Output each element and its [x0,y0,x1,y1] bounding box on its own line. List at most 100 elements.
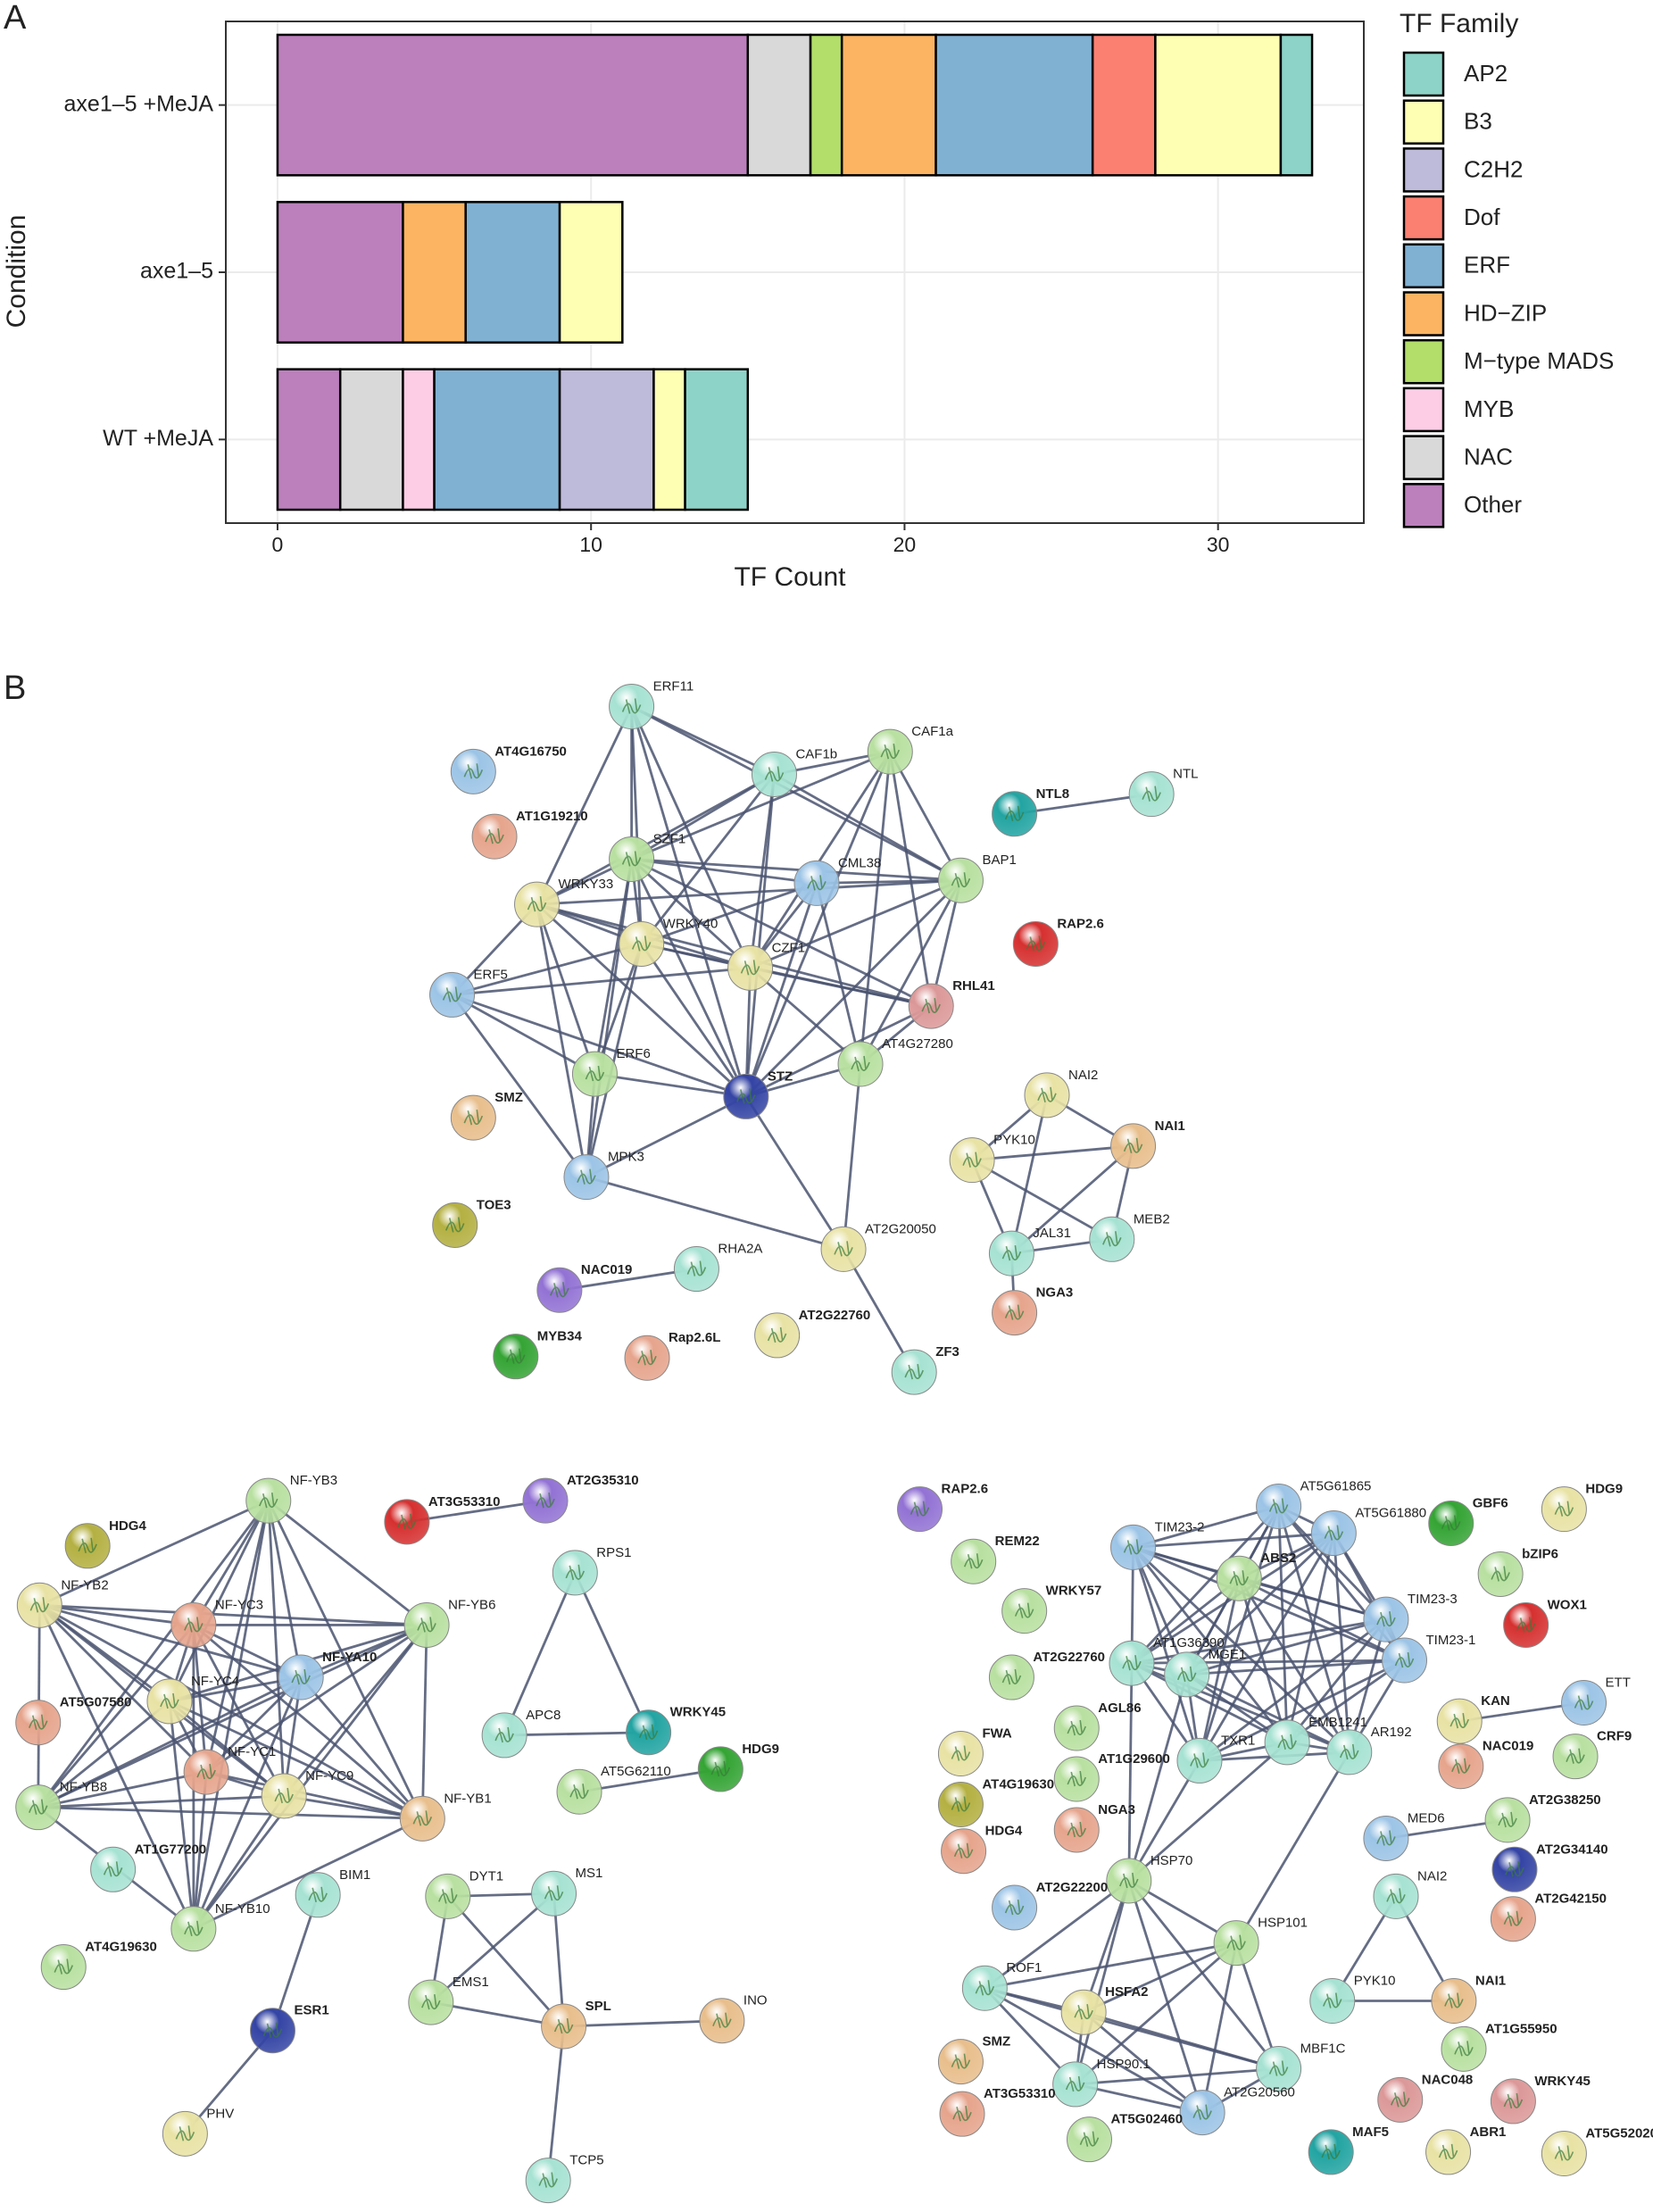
bar-segment [652,368,686,511]
network-edge [745,1004,932,1098]
network-edge [205,1770,423,1820]
y-tick-label: WT +MeJA [103,426,213,451]
network-edge [1127,1663,1134,1881]
legend-swatch [1402,51,1445,97]
node-label: AT3G53310 [984,2086,1056,2101]
node-structure [975,1980,995,1996]
node-structure [1004,805,1025,822]
node-label: MGE1 [1209,1647,1247,1662]
bar-segment [746,33,812,177]
node-label: RPS1 [596,1545,631,1560]
node-label: MED6 [1408,1810,1445,1825]
network-edge [38,1604,208,1774]
legend-swatch [1402,147,1445,193]
node-structure [463,763,484,779]
node-structure [1503,1910,1524,1926]
node-structure [1192,2104,1212,2120]
network-edge [37,1624,195,1809]
legend-label: B3 [1464,108,1492,135]
node-structure [963,1553,984,1569]
bar-segment [402,368,436,511]
node-label: TOE3 [477,1197,511,1212]
network-edge [842,1063,862,1250]
network-edge [749,751,892,969]
node-structure [1340,1743,1359,1760]
node-label: AT2G20050 [865,1221,936,1236]
network-edge [1234,1751,1350,1944]
network-edge [37,1500,270,1809]
network-edge [594,943,643,1075]
node-structure [585,1065,605,1082]
network-edge [631,750,891,861]
y-tick-label: axe1–5 [140,259,213,284]
node-structure [527,896,547,912]
node-label: CRF9 [1597,1729,1632,1744]
legend-label: C2H2 [1464,155,1523,182]
network-edge [744,1095,845,1251]
node-structure [1498,1811,1517,1828]
node-structure [1516,1617,1536,1633]
node-label: MPK3 [608,1150,644,1165]
network-edge [300,1676,424,1820]
node-label: AT2G42150 [1534,1892,1607,1907]
network-edge [1127,1759,1201,1882]
node-label: CAF1a [911,724,953,739]
node-structure [1190,1752,1209,1768]
node-structure [910,1501,930,1517]
node-label: AT2G20560 [1224,2085,1295,2100]
node-label: HSFA2 [1105,1984,1148,2000]
network-edge [640,943,747,1098]
network-edge [1199,1618,1387,1762]
network-edge [889,751,962,881]
node-structure [710,1760,731,1777]
network-edge [1186,1673,1350,1754]
network-edge [192,1624,428,1930]
node-structure [550,1282,569,1298]
plot-border [225,21,1365,524]
node-structure [485,828,504,844]
node-structure [764,766,785,782]
node-structure [1004,1304,1025,1320]
node-label: JAL31 [1033,1226,1071,1241]
node-structure [1067,1719,1086,1736]
panel-label: A [4,0,27,37]
node-label: ROF1 [1006,1960,1042,1975]
node-structure [1123,1539,1143,1555]
node-label: AT2G22760 [1033,1650,1105,1665]
node-label: AT3G53310 [428,1494,501,1509]
node-label: APC8 [526,1708,561,1723]
node-label: AT2G38250 [1529,1792,1601,1808]
network-edge [39,1603,195,1626]
node-structure [417,1617,436,1633]
network-edge [631,858,818,885]
node-label: AT1G36390 [1153,1635,1225,1651]
node-structure [444,1217,465,1233]
node-structure [1376,1830,1396,1846]
network-edge [1083,2010,1280,2070]
y-axis-title: Condition [2,215,31,328]
node-label: WRKY57 [1046,1584,1102,1599]
node-label: MBF1C [1300,2041,1346,2056]
node-label: MEB2 [1134,1211,1170,1227]
legend-swatch [1402,243,1445,289]
node-structure [1324,1525,1344,1541]
network-edge [1132,1546,1350,1753]
node-structure [29,1597,50,1613]
node-label: NAI2 [1417,1868,1447,1884]
network-edge [504,1731,649,1737]
network-edge [38,1499,270,1607]
node-label: AT1G29600 [1098,1751,1170,1767]
network-edge [452,943,643,996]
node-label: DYT1 [469,1868,503,1884]
bar-segment [1091,33,1157,177]
network-edge [750,878,961,969]
node-structure [1391,2091,1410,2108]
node-structure [1037,1086,1057,1103]
network-edge [169,1700,423,1820]
legend-title: TF Family [1400,9,1518,38]
network-edge [283,1624,428,1797]
bar-segment [276,33,750,177]
network-edge [559,1268,697,1292]
network-edge [1074,1880,1131,2085]
node-structure [442,986,462,1002]
